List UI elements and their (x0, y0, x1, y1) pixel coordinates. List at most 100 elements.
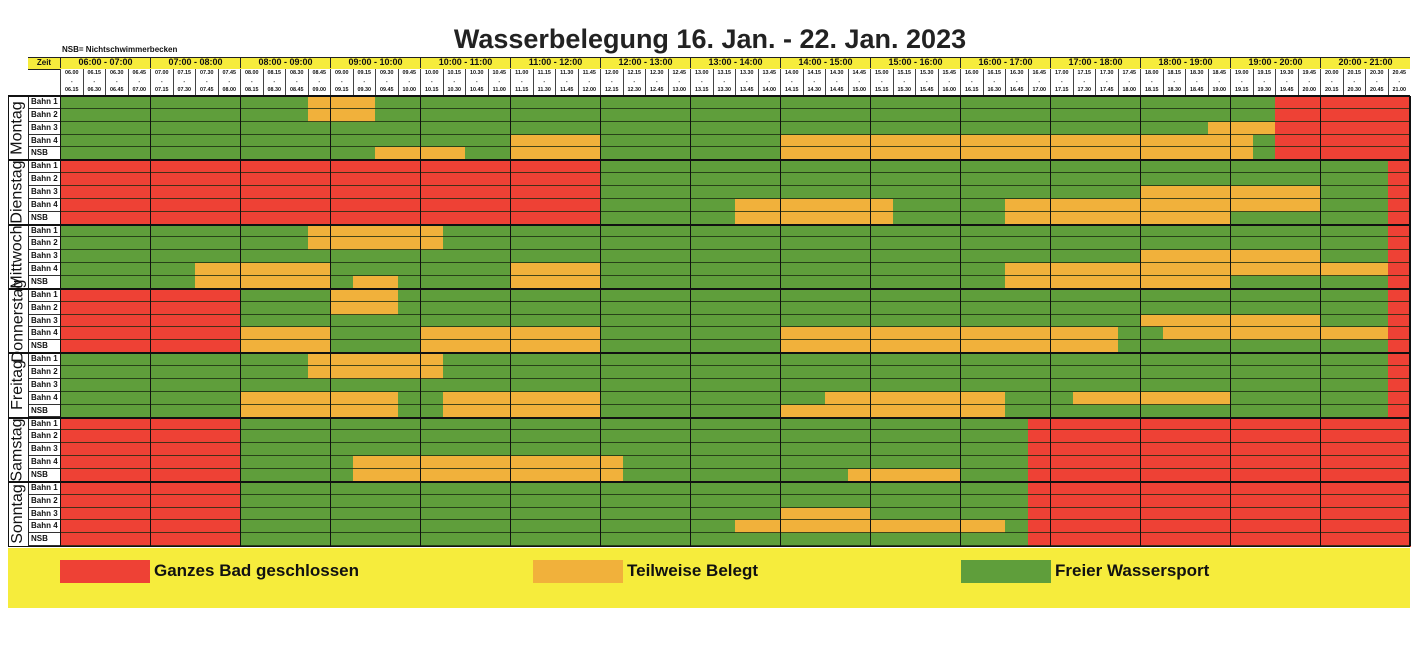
slot-start: 09.00 (335, 70, 349, 76)
slot-start: 19.00 (1235, 70, 1249, 76)
hour-header: 07:00 - 08:00 (150, 57, 240, 68)
slot-end: 16.00 (942, 87, 957, 93)
slot-dash: - (228, 78, 231, 85)
hour-divider (330, 96, 331, 547)
row-divider (60, 107, 1410, 109)
row-divider (60, 455, 1410, 457)
slot-dash: - (475, 78, 478, 85)
slot-end: 09.00 (312, 87, 327, 93)
slot-dash: - (723, 78, 726, 85)
schedule-block-free (330, 276, 353, 290)
slot-header: 17.15 - 17.30 (1072, 69, 1095, 95)
schedule-block-partial (780, 404, 1006, 418)
schedule-block-free (1230, 391, 1388, 406)
legend-swatch-partial (533, 560, 623, 583)
schedule-block-free (960, 468, 1028, 483)
lane-label: Bahn 3 (29, 508, 60, 521)
slot-start: 17.00 (1055, 70, 1069, 76)
schedule-block-free (442, 366, 1388, 380)
slot-start: 20.30 (1370, 70, 1384, 76)
slot-header: 08.30 - 08.45 (285, 69, 308, 95)
slot-start: 19.15 (1257, 70, 1272, 76)
slot-start: 12.00 (605, 70, 619, 76)
slot-start: 09.15 (357, 70, 372, 76)
day-label: Mittwoch (8, 224, 29, 289)
row-divider (60, 210, 1410, 212)
slot-end: 17.30 (1077, 87, 1092, 93)
schedule-block-free (240, 443, 1028, 457)
slot-header: 11.45 - 12.00 (577, 69, 600, 95)
schedule-block-free (1320, 250, 1388, 264)
schedule-block-partial (510, 276, 601, 290)
schedule-block-closed (1275, 147, 1411, 161)
row-divider (60, 197, 1410, 199)
slot-start: 17.30 (1100, 70, 1114, 76)
schedule-block-partial (240, 391, 398, 406)
schedule-block-free (60, 378, 1388, 393)
slot-end: 07.00 (132, 87, 147, 93)
slot-header: 15.45 - 16.00 (937, 69, 960, 95)
schedule-block-partial (735, 211, 893, 226)
lane-label: Bahn 2 (29, 495, 60, 508)
slot-header: 16.45 - 17.00 (1027, 69, 1050, 95)
row-divider (60, 403, 1410, 405)
slot-dash: - (183, 78, 186, 85)
slot-end: 10.45 (470, 87, 484, 93)
slot-header: 19.15 - 19.30 (1252, 69, 1275, 95)
lane-label: Bahn 1 (29, 482, 60, 495)
schedule-block-free (240, 301, 331, 316)
slot-dash: - (565, 78, 568, 85)
slot-header: 15.00 - 15.15 (870, 69, 893, 95)
slot-end: 19.15 (1235, 87, 1249, 93)
slot-end: 18.00 (1122, 87, 1137, 93)
row-divider (60, 262, 1410, 264)
slot-dash: - (588, 78, 591, 85)
schedule-block-free (60, 276, 196, 290)
nsb-note: NSB= Nichtschwimmerbecken (62, 45, 178, 54)
schedule-block-partial (780, 507, 871, 521)
schedule-block-free (892, 198, 1006, 213)
hour-header: 13:00 - 14:00 (690, 57, 780, 68)
hour-header: 15:00 - 16:00 (870, 57, 960, 68)
schedule-block-free (240, 520, 736, 534)
slot-header: 12.15 - 12.30 (622, 69, 645, 95)
slot-end: 07.45 (200, 87, 214, 93)
slot-header: 13.45 - 14.00 (757, 69, 780, 95)
slot-dash: - (138, 78, 141, 85)
slot-start: 17.15 (1077, 70, 1092, 76)
slot-end: 14.00 (762, 87, 777, 93)
lane-label: Bahn 1 (29, 418, 60, 431)
schedule-block-closed (1387, 160, 1411, 174)
lane-label: Bahn 1 (29, 160, 60, 174)
hour-divider (780, 96, 781, 547)
slot-header: 12.00 - 12.15 (600, 69, 623, 95)
slot-end: 09.15 (335, 87, 349, 93)
hour-header: 17:00 - 18:00 (1050, 57, 1140, 68)
legend-label-free: Freier Wassersport (1055, 561, 1210, 580)
lane-label: Bahn 3 (29, 379, 60, 392)
lane-label: Bahn 2 (29, 366, 60, 379)
schedule-block-closed (1387, 391, 1411, 406)
legend-swatch-free (961, 560, 1051, 583)
hour-header: 11:00 - 12:00 (510, 57, 600, 68)
slot-header: 08.45 - 09.00 (307, 69, 330, 95)
schedule-block-partial (307, 224, 443, 238)
slot-start: 13.15 (717, 70, 732, 76)
schedule-block-closed (1387, 378, 1411, 393)
schedule-block-free (600, 160, 1388, 174)
slot-dash: - (1173, 78, 1176, 85)
slot-end: 13.30 (717, 87, 732, 93)
slot-dash: - (835, 78, 838, 85)
slot-start: 13.30 (740, 70, 754, 76)
lane-label: Bahn 1 (29, 96, 60, 109)
slot-start: 11.45 (582, 70, 596, 76)
slot-dash: - (1375, 78, 1378, 85)
schedule-block-closed (1027, 481, 1411, 496)
lane-label: Bahn 3 (29, 315, 60, 328)
slot-start: 14.30 (830, 70, 844, 76)
schedule-block-free (60, 96, 308, 110)
slot-dash: - (880, 78, 883, 85)
schedule-block-free (465, 147, 511, 161)
lane-label: Bahn 3 (29, 186, 60, 199)
